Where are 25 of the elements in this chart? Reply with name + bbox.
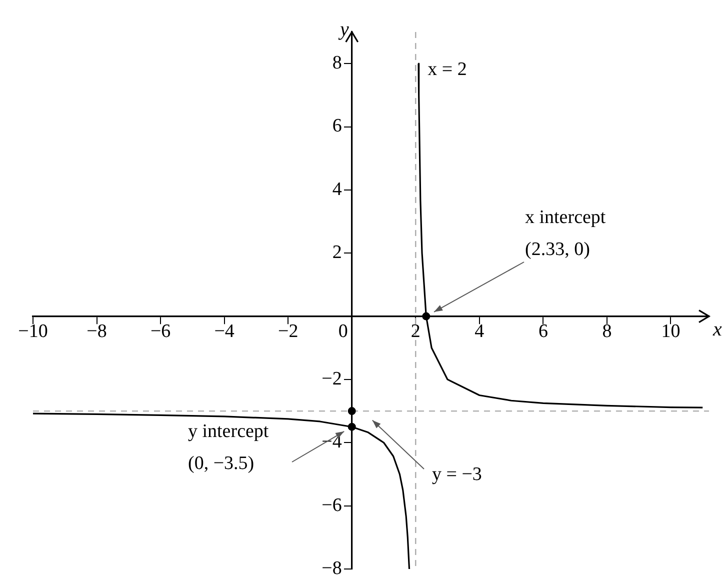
x-tick-label: 10 (661, 320, 680, 342)
y-tick-label: 2 (332, 242, 342, 264)
y-axis-title: y (338, 18, 349, 40)
x-tick-label: −2 (278, 320, 298, 342)
point (348, 407, 356, 416)
y-tick-label: −6 (322, 494, 342, 516)
x-tick-label: 6 (538, 320, 548, 342)
y-tick-label: −8 (322, 558, 342, 576)
x-tick-label: 8 (602, 320, 612, 342)
ref-line-label: y = −3 (432, 464, 482, 485)
x-axis-title: x (712, 318, 722, 341)
x-tick-label: −6 (150, 320, 171, 342)
x-tick-label: −4 (214, 320, 235, 342)
x-tick-label: 4 (474, 320, 485, 342)
y-tick-label: 6 (332, 116, 342, 137)
x-tick-label: 2 (410, 320, 420, 342)
ref-line-label: x = 2 (428, 58, 467, 80)
y-tick-label: 8 (332, 52, 342, 74)
y-tick-label: −2 (322, 368, 342, 390)
annotation: x intercept (2.33, 0) (525, 206, 606, 260)
y-tick-label: 4 (332, 178, 342, 200)
x-tick-label: 0 (338, 320, 348, 342)
annotation: y intercept (0, −3.5) (188, 420, 270, 474)
x-tick-label: −8 (86, 320, 107, 342)
x-tick-label: −10 (18, 320, 48, 342)
